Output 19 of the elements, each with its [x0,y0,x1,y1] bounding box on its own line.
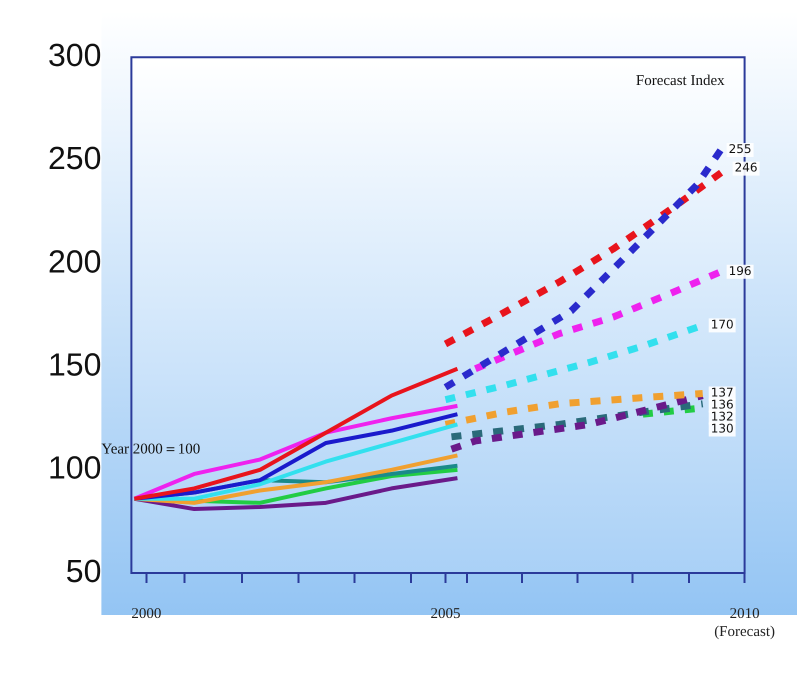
data-label: 136 [710,398,734,412]
y-tick-label: 150 [48,346,102,383]
y-tick-label: 200 [48,243,102,280]
y-tick-label: 300 [48,37,102,74]
data-label: 132 [710,410,734,424]
y-tick-label: 250 [48,140,102,176]
x-tick-label: 2010 (Forecast) [714,606,776,640]
annotation: Forecast Index [636,73,726,90]
annotation: Year 2000＝100 [101,441,200,458]
data-label: 170 [710,318,734,332]
data-label: 137 [710,386,734,400]
y-tick-label: 100 [48,450,102,486]
data-label: 130 [710,422,734,436]
y-tick-label: 50 [66,552,102,589]
data-label: 246 [734,160,758,175]
data-label: 255 [728,142,752,156]
data-label: 196 [728,264,752,278]
x-tick-label: 2005 [430,606,460,622]
x-tick-label: 2000 [131,606,162,622]
